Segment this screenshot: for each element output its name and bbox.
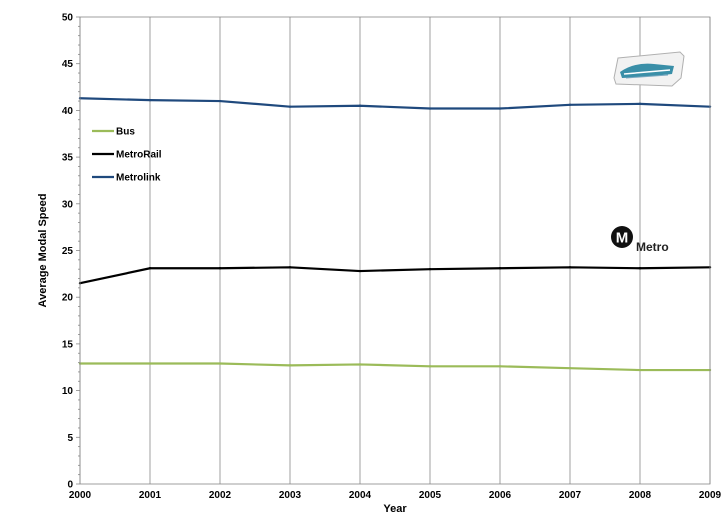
data-point-metrorail (638, 267, 642, 270)
legend-label-metrorail: MetroRail (116, 150, 162, 161)
data-point-bus (428, 365, 432, 368)
data-point-metrolink (358, 104, 362, 107)
data-point-bus (638, 368, 642, 372)
x-tick-label: 2009 (699, 490, 722, 501)
y-tick-label: 15 (62, 339, 74, 350)
data-point-bus (568, 366, 572, 370)
y-tick-label: 30 (62, 199, 74, 210)
legend: Bus MetroRail Metrolink (92, 127, 162, 184)
data-point-metrolink (288, 105, 292, 108)
data-point-metrolink (428, 107, 432, 110)
data-point-metrorail (498, 267, 502, 270)
data-point-bus (218, 362, 222, 365)
data-point-metrolink (148, 98, 152, 102)
data-point-bus (358, 363, 362, 366)
y-tick-label: 10 (62, 386, 74, 397)
metro-logo-text: Metro (636, 240, 669, 254)
data-point-metrolink (568, 103, 572, 106)
data-point-bus (498, 365, 502, 368)
series-layer (78, 97, 712, 372)
grid-layer (79, 17, 711, 484)
y-tick-label: 45 (62, 59, 74, 70)
x-tick-label: 2007 (559, 490, 582, 501)
data-point-metrorail (568, 266, 572, 269)
plot-area-border (79, 16, 711, 485)
y-tick-label: 5 (67, 433, 73, 444)
x-tick-label: 2004 (349, 490, 372, 501)
y-axis-title: Average Modal Speed (37, 194, 49, 308)
y-tick-label: 20 (62, 293, 74, 304)
data-point-bus (148, 362, 152, 365)
x-tick-label: 2008 (629, 490, 652, 501)
legend-label-bus: Bus (116, 127, 135, 138)
y-tick-label: 35 (62, 153, 74, 164)
y-tick-label: 25 (62, 246, 74, 257)
x-tick-label: 2000 (69, 490, 92, 501)
series-line-bus (80, 362, 710, 372)
metro-logo: M Metro (611, 226, 669, 254)
metro-logo-letter: M (616, 230, 629, 247)
y-axis-ticks: 0 5 10 15 20 25 30 35 40 45 50 (62, 13, 80, 491)
series-line-metrorail (79, 266, 711, 285)
x-tick-label: 2006 (489, 490, 512, 501)
data-point-bus (288, 364, 292, 367)
x-axis-ticks: 2000 2001 2002 2003 2004 2005 2006 2007 2008 2009 (69, 490, 722, 501)
data-point-metrolink (218, 99, 222, 103)
legend-label-metrolink: Metrolink (116, 173, 161, 184)
x-tick-label: 2001 (139, 490, 162, 501)
data-point-metrolink (498, 107, 502, 110)
y-tick-label: 50 (62, 13, 74, 24)
x-tick-label: 2005 (419, 490, 442, 501)
data-point-metrorail (148, 267, 152, 270)
data-point-metrorail (358, 269, 362, 273)
y-tick-label: 0 (67, 480, 73, 491)
y-tick-label: 40 (62, 106, 74, 117)
data-point-metrorail (218, 267, 222, 270)
x-tick-label: 2003 (279, 490, 302, 501)
x-axis-title: Year (383, 503, 407, 515)
x-tick-label: 2002 (209, 490, 232, 501)
metrolink-logo-icon (613, 51, 685, 87)
data-point-metrorail (428, 267, 432, 271)
metro-m-icon (611, 226, 633, 248)
data-point-metrolink (638, 102, 642, 106)
data-point-metrorail (288, 266, 292, 269)
series-line-metrolink (79, 97, 711, 110)
